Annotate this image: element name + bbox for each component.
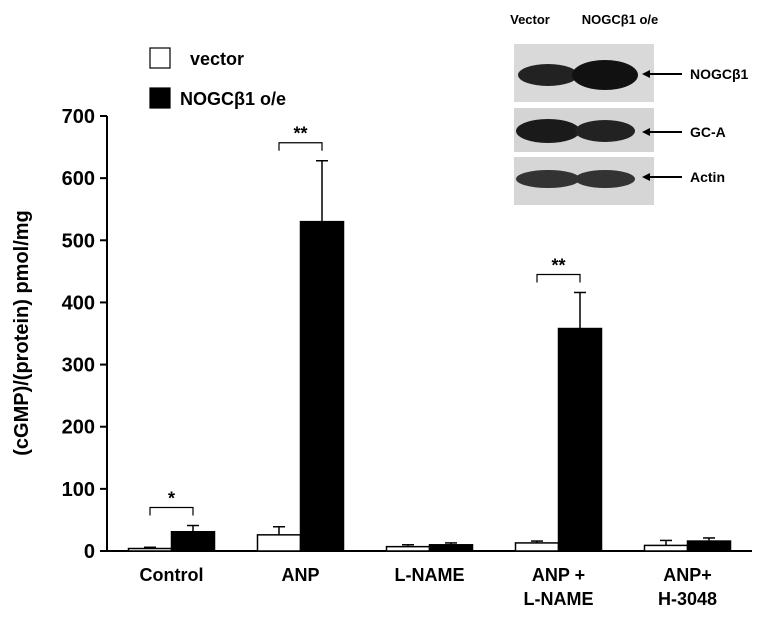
legend-swatch xyxy=(149,47,171,69)
bar xyxy=(127,547,173,552)
legend-swatch xyxy=(149,87,171,109)
blot-band-label: Actin xyxy=(690,169,725,185)
blot-band xyxy=(516,170,580,188)
x-tick-label: ANP + L-NAME xyxy=(524,565,594,609)
significance-bracket xyxy=(536,273,581,283)
significance-bracket xyxy=(149,506,194,516)
y-tick-label: 600 xyxy=(62,168,95,190)
significance-label: ** xyxy=(293,124,307,144)
legend-label: NOGCβ1 o/e xyxy=(180,89,286,109)
significance-label: * xyxy=(168,489,175,509)
bar xyxy=(557,327,603,552)
y-tick-label: 100 xyxy=(62,479,95,501)
blot-band xyxy=(572,60,638,90)
x-tick-label: L-NAME xyxy=(395,565,465,585)
bar xyxy=(643,544,689,552)
blot-band xyxy=(518,64,578,86)
significance-label: ** xyxy=(551,255,565,275)
x-tick-label: ANP xyxy=(281,565,319,585)
significance-bracket xyxy=(278,142,323,151)
y-axis-label: (cGMP)/(protein) pmol/mg xyxy=(11,210,33,456)
y-tick-label: 200 xyxy=(62,417,95,439)
blot-column-label: NOGCβ1 o/e xyxy=(582,12,659,27)
y-tick-label: 500 xyxy=(62,230,95,252)
y-tick-label: 700 xyxy=(62,106,95,128)
blot-band xyxy=(575,120,635,142)
legend-label: vector xyxy=(190,49,244,69)
bar xyxy=(256,534,302,552)
blot-band xyxy=(516,119,580,143)
y-tick-label: 300 xyxy=(62,355,95,377)
blot-band-label: NOGCβ1 xyxy=(690,66,749,82)
bar xyxy=(299,220,345,552)
bar xyxy=(686,540,732,552)
blot-arrowheads xyxy=(642,70,650,181)
bar xyxy=(170,530,216,552)
blot-band-label: GC-A xyxy=(690,124,726,140)
x-tick-label: Control xyxy=(140,565,204,585)
y-tick-label: 0 xyxy=(84,541,95,563)
bar xyxy=(428,544,474,552)
western-blot-inset: Vector NOGCβ1 o/e NOGCβ1 GC-A Actin xyxy=(510,12,749,205)
blot-column-label: Vector xyxy=(510,12,550,27)
y-tick-label: 400 xyxy=(62,292,95,314)
bar xyxy=(514,542,560,552)
x-tick-label: ANP+ H-3048 xyxy=(658,565,717,609)
bar xyxy=(385,545,431,552)
blot-band xyxy=(575,170,635,188)
blot-arrows xyxy=(645,73,682,178)
